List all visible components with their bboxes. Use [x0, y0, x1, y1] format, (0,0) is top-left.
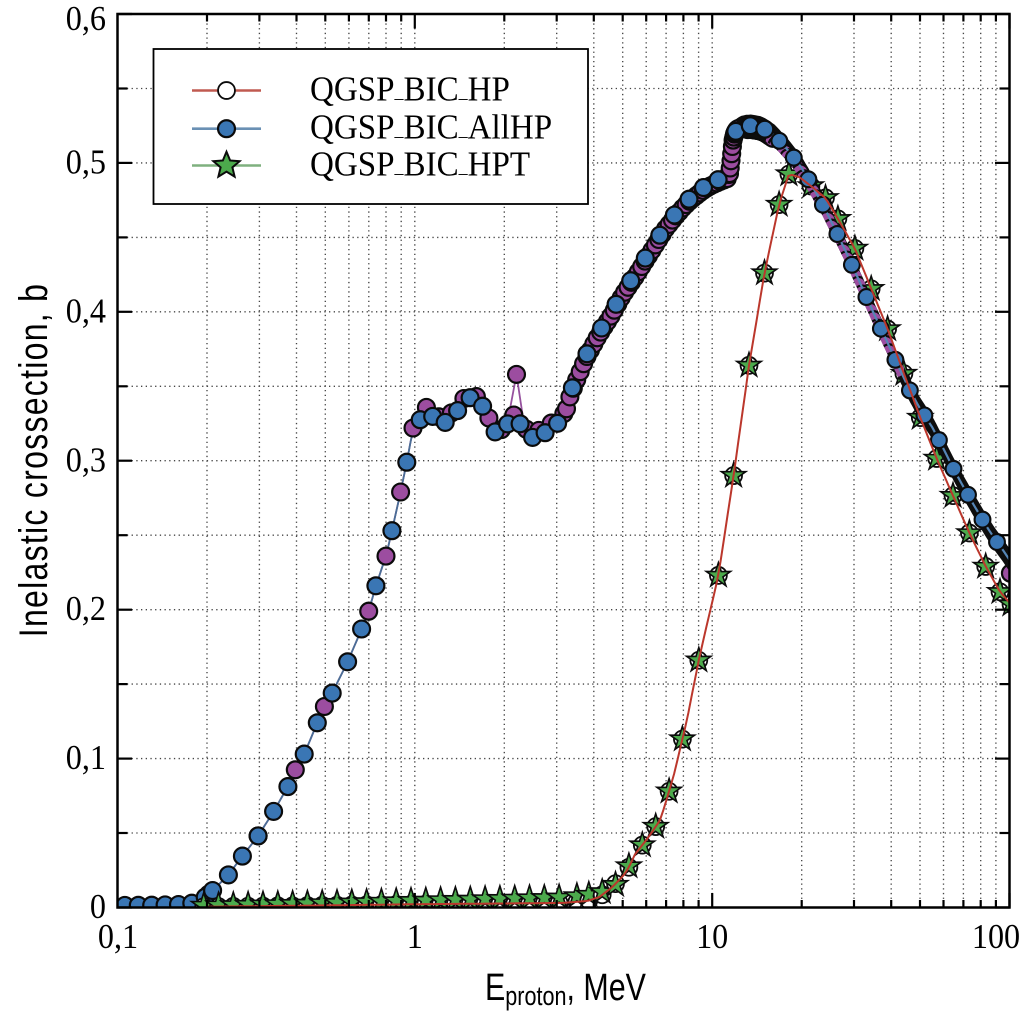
svg-text:0,5: 0,5 [66, 143, 106, 182]
svg-text:QGSP_BIC_HPT: QGSP_BIC_HPT [310, 146, 530, 184]
svg-text:QGSP_BIC_HP: QGSP_BIC_HP [310, 71, 510, 109]
svg-text:10: 10 [696, 918, 728, 957]
svg-text:0,6: 0,6 [66, 0, 106, 38]
svg-text:Inelastic crossection, b: Inelastic crossection, b [11, 283, 56, 637]
svg-text:100: 100 [972, 918, 1020, 957]
svg-text:0,2: 0,2 [66, 590, 106, 629]
svg-text:0: 0 [90, 888, 106, 927]
svg-text:0,1: 0,1 [98, 918, 138, 957]
svg-text:0,3: 0,3 [66, 441, 106, 480]
svg-text:0,1: 0,1 [66, 739, 106, 778]
svg-text:QGSP_BIC_AllHP: QGSP_BIC_AllHP [310, 109, 552, 147]
svg-text:0,4: 0,4 [66, 292, 106, 331]
svg-text:1: 1 [407, 918, 423, 957]
